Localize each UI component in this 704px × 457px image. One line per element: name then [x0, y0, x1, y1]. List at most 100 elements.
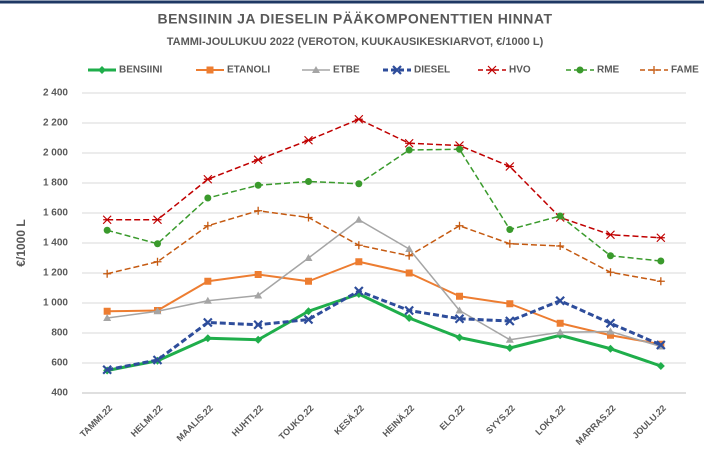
- series-line: [106, 148, 661, 262]
- marker: [405, 269, 413, 277]
- marker: [154, 240, 161, 248]
- marker: [607, 331, 614, 339]
- marker: [254, 181, 262, 189]
- legend-label: RME: [597, 65, 620, 76]
- x-tick-label: JOULU.22: [630, 403, 667, 440]
- legend-marker: [487, 65, 497, 75]
- x-tick-label: MARRAS.22: [574, 403, 618, 447]
- marker: [405, 245, 414, 252]
- marker: [405, 251, 414, 260]
- series-line: [106, 292, 662, 372]
- marker: [656, 362, 665, 370]
- legend-label: FAME: [671, 65, 699, 76]
- marker: [203, 174, 213, 184]
- x-tick-label: HELMI.22: [129, 403, 165, 439]
- legend-marker: [206, 66, 214, 74]
- marker: [304, 254, 313, 261]
- marker: [556, 242, 565, 250]
- legend-label: DIESEL: [414, 65, 450, 76]
- marker: [203, 317, 213, 328]
- series-line: [106, 210, 661, 282]
- y-tick-label: 1 400: [43, 238, 68, 249]
- marker: [505, 335, 514, 343]
- marker: [505, 239, 514, 248]
- legend-marker: [650, 66, 658, 74]
- marker: [505, 162, 515, 171]
- marker: [102, 364, 112, 375]
- marker: [606, 268, 615, 277]
- marker: [656, 277, 665, 286]
- marker: [405, 146, 413, 154]
- marker: [153, 307, 162, 315]
- legend-item: DIESEL: [383, 65, 450, 76]
- legend-marker: [312, 66, 320, 73]
- legend-label: BENSIINI: [119, 65, 163, 76]
- marker: [656, 233, 666, 243]
- x-tick-label: HEINÄ.22: [381, 403, 417, 439]
- marker: [606, 327, 615, 335]
- chart-subtitle: TAMMI-JOULUKUU 2022 (VEROTON, KUUKAUSIKE…: [167, 36, 544, 48]
- marker: [103, 226, 111, 234]
- marker: [304, 307, 313, 316]
- marker: [506, 300, 514, 308]
- marker: [456, 145, 463, 153]
- marker: [404, 305, 414, 316]
- series-line: [106, 289, 662, 372]
- y-tick-label: 400: [51, 388, 68, 399]
- marker: [455, 306, 464, 314]
- legend-marker: [576, 66, 584, 74]
- y-tick-label: 1 800: [43, 178, 68, 189]
- marker: [606, 230, 615, 240]
- marker: [253, 319, 263, 330]
- marker: [606, 344, 615, 353]
- marker: [153, 215, 162, 225]
- legend-item: ETANOLI: [196, 65, 270, 76]
- marker: [607, 252, 614, 260]
- marker: [656, 340, 666, 350]
- x-tick-label: TAMMI.22: [78, 403, 114, 439]
- marker: [505, 316, 515, 326]
- y-tick-label: 600: [51, 358, 68, 369]
- marker: [153, 257, 162, 266]
- marker: [455, 221, 464, 230]
- y-tick-label: 1 600: [43, 208, 68, 219]
- x-tick-label: LOKA.22: [533, 403, 567, 437]
- marker: [103, 269, 112, 278]
- legend-label: ETBE: [333, 65, 360, 76]
- marker: [204, 194, 212, 202]
- series-line: [107, 260, 662, 346]
- legend-item: RME: [566, 65, 620, 76]
- legend-item: FAME: [640, 65, 699, 76]
- marker: [555, 295, 565, 306]
- chart-title: BENSIININ JA DIESELIN PÄÄKOMPONENTTIEN H…: [157, 11, 552, 27]
- x-tick-label: MAALIS.22: [175, 403, 215, 443]
- marker: [355, 258, 363, 266]
- legend-item: HVO: [478, 65, 531, 76]
- marker: [354, 114, 364, 124]
- x-tick-label: KESÄ.22: [332, 403, 366, 437]
- legend-label: ETANOLI: [227, 65, 270, 76]
- series-line: [107, 219, 662, 348]
- marker: [354, 215, 363, 223]
- marker: [304, 213, 313, 222]
- legend-label: HVO: [509, 65, 531, 76]
- marker: [456, 292, 463, 300]
- marker: [505, 344, 514, 352]
- legend-item: ETBE: [302, 65, 360, 76]
- marker: [354, 286, 364, 296]
- marker: [556, 319, 564, 327]
- marker: [556, 212, 564, 220]
- marker: [103, 307, 111, 315]
- marker: [556, 328, 565, 336]
- legend-marker: [98, 66, 106, 74]
- marker: [254, 291, 263, 299]
- marker: [203, 334, 212, 343]
- marker: [657, 257, 665, 265]
- marker: [455, 333, 464, 342]
- marker: [605, 318, 616, 329]
- marker: [102, 215, 112, 225]
- marker: [506, 226, 514, 233]
- y-axis-label: €/1000 L: [14, 219, 28, 266]
- marker: [253, 155, 263, 165]
